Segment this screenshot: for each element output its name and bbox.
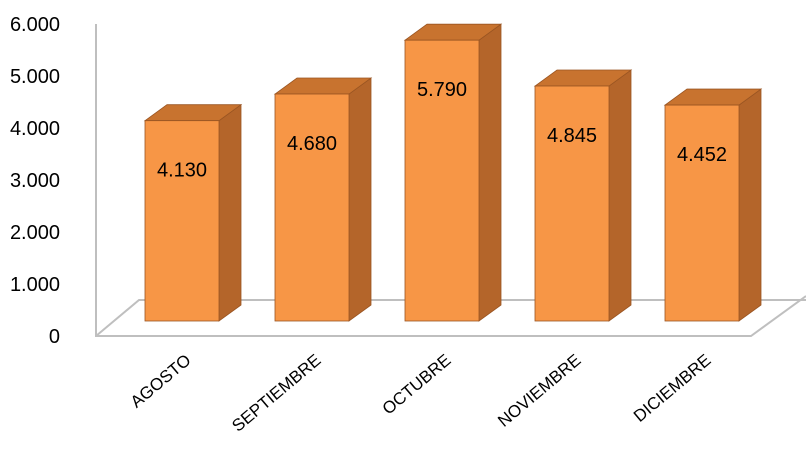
x-axis-category-labels: AGOSTO SEPTIEMBRE OCTUBRE NOVIEMBRE DICIEMBR… (127, 351, 715, 436)
bar: 4.452 (663, 88, 763, 322)
bar-front (404, 39, 480, 322)
bar: 5.790 (403, 23, 503, 322)
x-category-label: OCTUBRE (379, 351, 455, 419)
y-tick-label: 4.000 (10, 118, 60, 140)
bar: 4.845 (533, 69, 633, 322)
bar: 4.130 (143, 103, 243, 322)
x-category-label: DICIEMBRE (630, 351, 715, 426)
bar-value-label: 4.680 (287, 133, 337, 155)
y-tick-label: 2.000 (10, 222, 60, 244)
bar-front (664, 104, 740, 322)
bar-value-label: 4.845 (547, 125, 597, 147)
x-category-label: NOVIEMBRE (494, 351, 584, 431)
bars: 4.130 4.680 5.790 4.845 4.452 (143, 23, 763, 322)
x-category-label: AGOSTO (127, 351, 195, 412)
y-tick-label: 3.000 (10, 170, 60, 192)
axis-lines (95, 24, 806, 337)
bar-value-label: 4.130 (157, 160, 207, 182)
y-tick-label: 0 (49, 326, 60, 348)
bar-side (738, 88, 762, 322)
bar: 4.680 (273, 77, 373, 322)
y-tick-label: 1.000 (10, 274, 60, 296)
bar-side (608, 69, 632, 322)
bar-side (218, 103, 242, 322)
bar-front (144, 120, 220, 322)
y-tick-label: 5.000 (10, 66, 60, 88)
bar-front (274, 93, 350, 322)
bar-front (534, 85, 610, 322)
y-axis-tick-labels: 0 1.000 2.000 3.000 4.000 5.000 6.000 (10, 14, 60, 348)
x-category-label: SEPTIEMBRE (228, 351, 324, 436)
bar-side (478, 23, 502, 322)
y-tick-label: 6.000 (10, 14, 60, 36)
bar-value-label: 5.790 (417, 79, 467, 101)
bar-side (348, 77, 372, 322)
bar-value-label: 4.452 (677, 144, 727, 166)
